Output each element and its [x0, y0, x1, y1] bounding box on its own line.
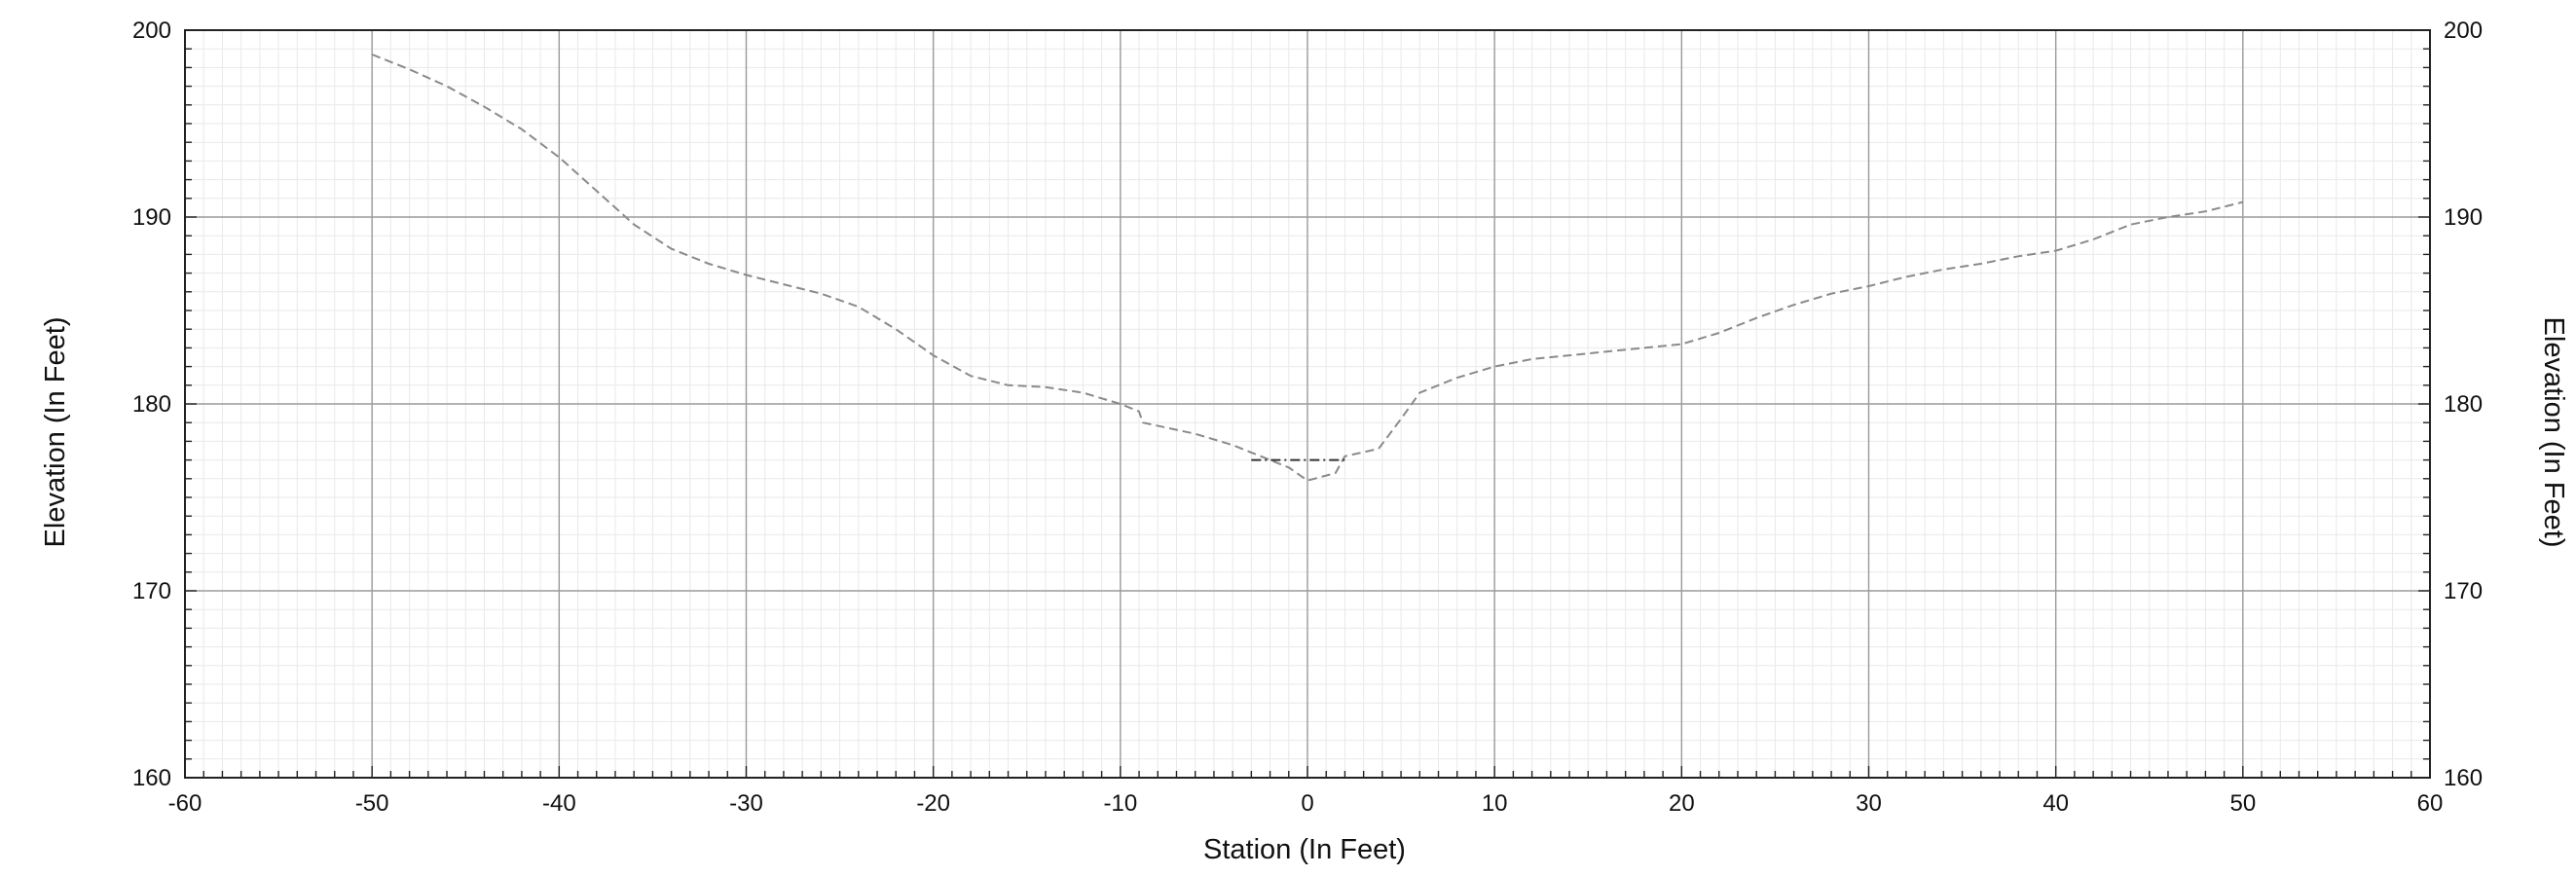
y-tick-label-left: 170	[132, 578, 171, 604]
ground-profile-line	[371, 54, 2244, 482]
x-tick-label: 50	[2229, 790, 2256, 817]
x-tick-label: -20	[916, 790, 950, 817]
x-tick-label: -60	[168, 790, 202, 817]
y-tick-label-right: 180	[2444, 391, 2483, 418]
x-tick-label: 10	[1482, 790, 1508, 817]
y-tick-label-right: 160	[2444, 765, 2483, 791]
y-tick-label-right: 170	[2444, 578, 2483, 604]
y-tick-label-right: 200	[2444, 18, 2483, 44]
x-tick-label: 40	[2042, 790, 2069, 817]
ticks-layer	[184, 29, 2431, 779]
x-tick-label: 20	[1669, 790, 1695, 817]
y-axis-title-right: Elevation (In Feet)	[2538, 317, 2569, 548]
x-tick-label: -50	[355, 790, 389, 817]
x-axis-title: Station (In Feet)	[1203, 834, 1406, 865]
y-axis-title-left: Elevation (In Feet)	[40, 317, 71, 548]
y-tick-label-left: 190	[132, 204, 171, 231]
x-tick-label: 0	[1301, 790, 1313, 817]
x-tick-label: -40	[542, 790, 576, 817]
y-tick-label-left: 180	[132, 391, 171, 418]
x-tick-label: -10	[1103, 790, 1137, 817]
x-tick-label: 60	[2417, 790, 2444, 817]
y-tick-label-left: 200	[132, 18, 171, 44]
y-tick-label-left: 160	[132, 765, 171, 791]
x-tick-label: 30	[1856, 790, 1882, 817]
series-layer	[371, 54, 2244, 482]
y-tick-label-right: 190	[2444, 204, 2483, 231]
x-tick-label: -30	[729, 790, 763, 817]
